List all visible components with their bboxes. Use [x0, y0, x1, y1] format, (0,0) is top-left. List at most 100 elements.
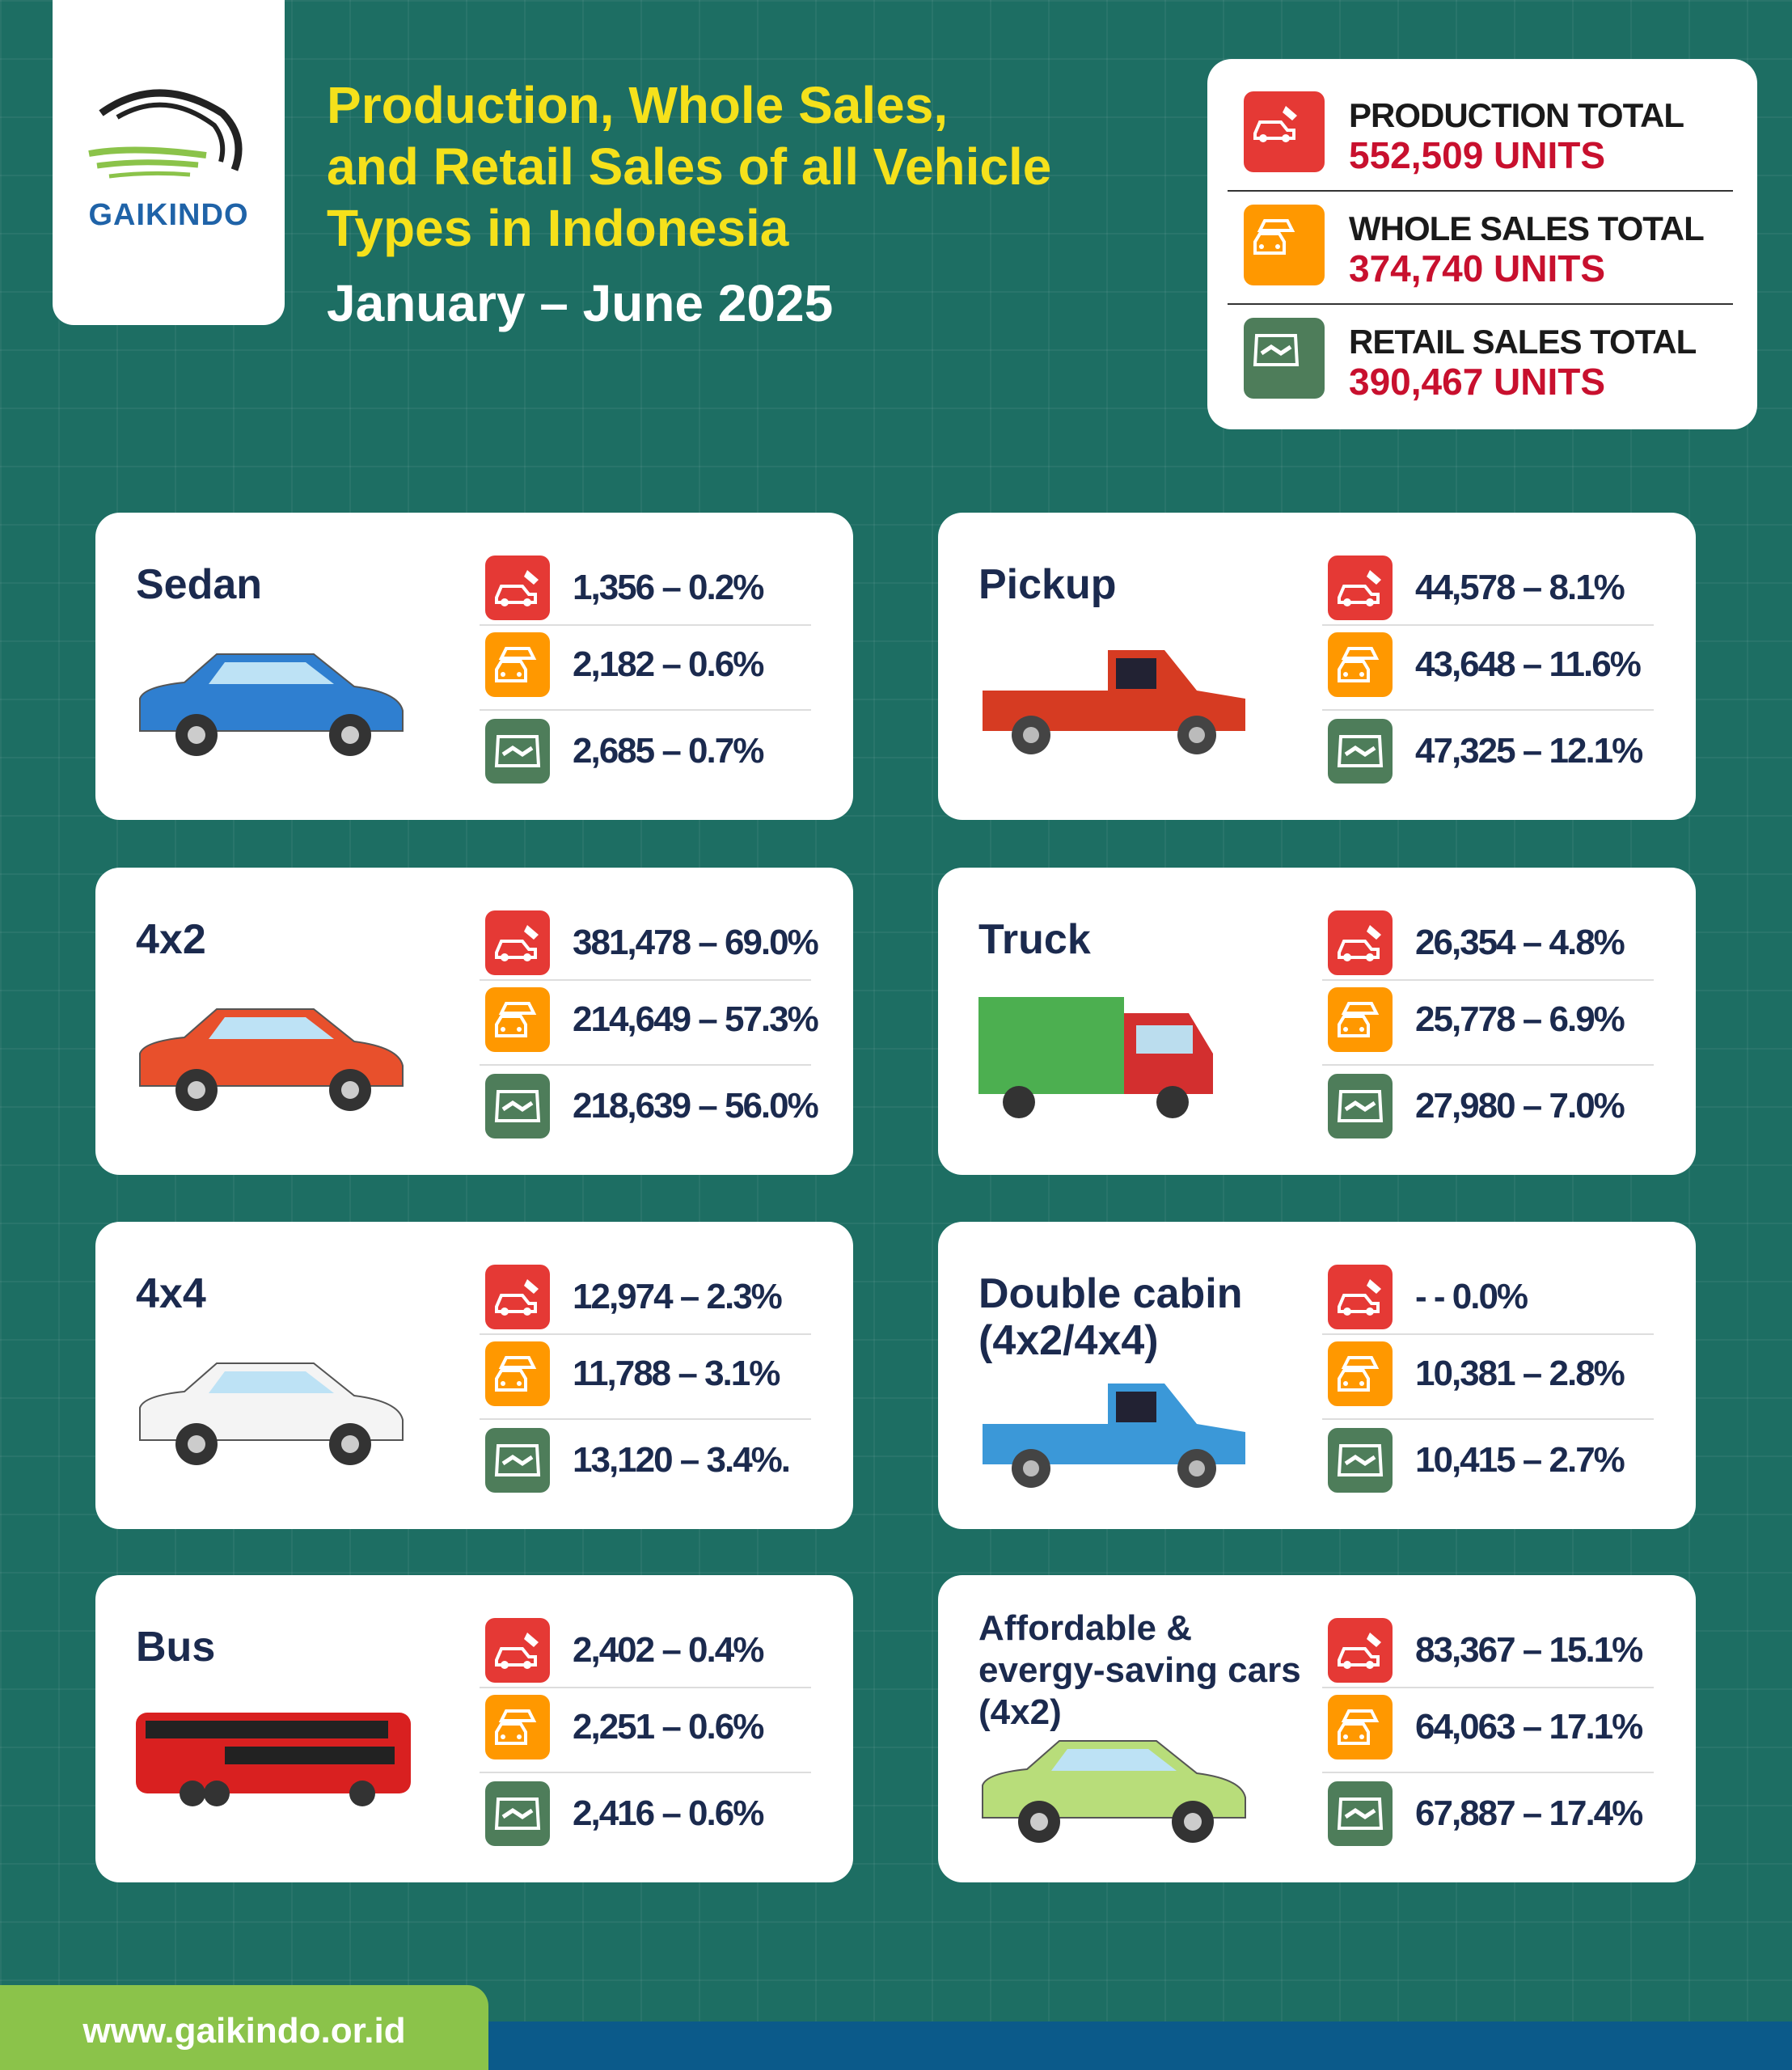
total-value: 552,509 UNITS [1349, 134, 1606, 176]
vehicle-card: Affordable & evergy-saving cars (4x2) 83,… [938, 1575, 1696, 1882]
vehicle-card: Truck 26,354 – 4.8% 25,778 – 6.9% 27,980 – … [938, 868, 1696, 1175]
icon [485, 987, 550, 1052]
icon [485, 719, 550, 784]
vehicle-type: Affordable & evergy-saving cars (4x2) [978, 1608, 1301, 1732]
vehicle-card: 4x4 12,974 – 2.3% 11,788 – 3.1% 13,120 – 3.… [95, 1222, 853, 1529]
figure: 83,367 – 15.1% [1415, 1630, 1643, 1670]
icon [1328, 1695, 1393, 1760]
vehicle-card: Pickup 44,578 – 8.1% 43,648 – 11.6% 47,325 … [938, 513, 1696, 820]
icon [485, 1781, 550, 1846]
vehicle-type: Sedan [136, 561, 263, 608]
separator [1322, 1772, 1654, 1773]
vehicle-card: Bus 2,402 – 0.4% 2,251 – 0.6% 2,416 – 0.6% [95, 1575, 853, 1882]
separator [480, 624, 811, 626]
icon [485, 1265, 550, 1329]
separator [480, 1772, 811, 1773]
vehicle-card: Double cabin (4x2/4x4) - - 0.0% 10,381 – 2… [938, 1222, 1696, 1529]
totals-box: PRODUCTION TOTAL 552,509 UNITS WHOLE SALES… [1207, 59, 1757, 429]
period: January – June 2025 [327, 274, 834, 332]
figure: 1,356 – 0.2% [573, 568, 764, 607]
separator [480, 1687, 811, 1688]
figure: 2,685 – 0.7% [573, 731, 764, 771]
icon [1244, 205, 1325, 285]
logo-text: GAIKINDO [88, 198, 249, 232]
figure: 27,980 – 7.0% [1415, 1086, 1625, 1126]
total-label: RETAIL SALES TOTAL [1349, 323, 1697, 361]
separator [1322, 624, 1654, 626]
vehicle-type: Pickup [978, 561, 1117, 608]
separator [480, 1333, 811, 1335]
logo-mark [88, 89, 243, 179]
icon [1328, 910, 1393, 975]
title-line: and Retail Sales of all Vehicle [327, 137, 1052, 196]
figure: 12,974 – 2.3% [573, 1277, 783, 1316]
icon [485, 556, 550, 620]
icon [1328, 1341, 1393, 1406]
icon [485, 1428, 550, 1493]
figure: 214,649 – 57.3% [573, 999, 819, 1039]
vehicle-illustration [970, 1367, 1262, 1509]
figure: 2,416 – 0.6% [573, 1793, 764, 1833]
icon [485, 1074, 550, 1138]
icon [1328, 1781, 1393, 1846]
icon [485, 1341, 550, 1406]
separator [1322, 709, 1654, 711]
figure: 11,788 – 3.1% [573, 1354, 780, 1393]
figure: 10,415 – 2.7% [1415, 1440, 1625, 1480]
figure: 2,251 – 0.6% [573, 1707, 764, 1747]
icon [485, 910, 550, 975]
icon [1328, 719, 1393, 784]
icon [1328, 987, 1393, 1052]
vehicle-illustration [128, 634, 419, 775]
icon [485, 1695, 550, 1760]
footer-badge: www.gaikindo.or.id [0, 1985, 488, 2070]
figure: - - 0.0% [1415, 1277, 1528, 1316]
vehicle-illustration [128, 989, 419, 1130]
figure: 10,381 – 2.8% [1415, 1354, 1625, 1393]
total-label: WHOLE SALES TOTAL [1349, 209, 1705, 247]
title-line: Production, Whole Sales, [327, 76, 949, 134]
vehicle-type: 4x4 [136, 1270, 206, 1317]
vehicle-illustration [128, 1696, 419, 1822]
figure: 2,182 – 0.6% [573, 644, 764, 684]
icon [1328, 1265, 1393, 1329]
vehicle-illustration [970, 1721, 1262, 1862]
vehicle-type: Truck [978, 916, 1091, 963]
icon [485, 1618, 550, 1683]
vehicle-card: 4x2 381,478 – 69.0% 214,649 – 57.3% 218,639… [95, 868, 853, 1175]
icon [1244, 318, 1325, 399]
separator [1322, 1687, 1654, 1688]
separator [1322, 1418, 1654, 1420]
separator [480, 709, 811, 711]
vehicle-illustration [970, 989, 1262, 1130]
total-label: PRODUCTION TOTAL [1349, 96, 1684, 134]
figure: 25,778 – 6.9% [1415, 999, 1625, 1039]
total-value: 390,467 UNITS [1349, 361, 1606, 403]
figure: 218,639 – 56.0% [573, 1086, 819, 1126]
figure: 67,887 – 17.4% [1415, 1793, 1643, 1833]
vehicle-type: Bus [136, 1624, 216, 1671]
icon [485, 632, 550, 697]
separator [1322, 1064, 1654, 1066]
total-value: 374,740 UNITS [1349, 247, 1606, 289]
separator [1322, 979, 1654, 981]
separator [1228, 190, 1733, 192]
logo-card: GAIKINDO [53, 0, 285, 325]
vehicle-illustration [128, 1343, 419, 1485]
separator [480, 1064, 811, 1066]
vehicle-illustration [970, 634, 1262, 775]
icon [1244, 91, 1325, 172]
figure: 64,063 – 17.1% [1415, 1707, 1643, 1747]
icon [1328, 1428, 1393, 1493]
separator [1228, 303, 1733, 305]
separator [480, 979, 811, 981]
icon [1328, 1074, 1393, 1138]
vehicle-type: 4x2 [136, 916, 206, 963]
figure: 26,354 – 4.8% [1415, 923, 1625, 962]
figure: 381,478 – 69.0% [573, 923, 819, 962]
figure: 43,648 – 11.6% [1415, 644, 1642, 684]
icon [1328, 632, 1393, 697]
vehicle-card: Sedan 1,356 – 0.2% 2,182 – 0.6% 2,685 – 0.7… [95, 513, 853, 820]
footer-url: www.gaikindo.or.id [82, 2011, 406, 2051]
